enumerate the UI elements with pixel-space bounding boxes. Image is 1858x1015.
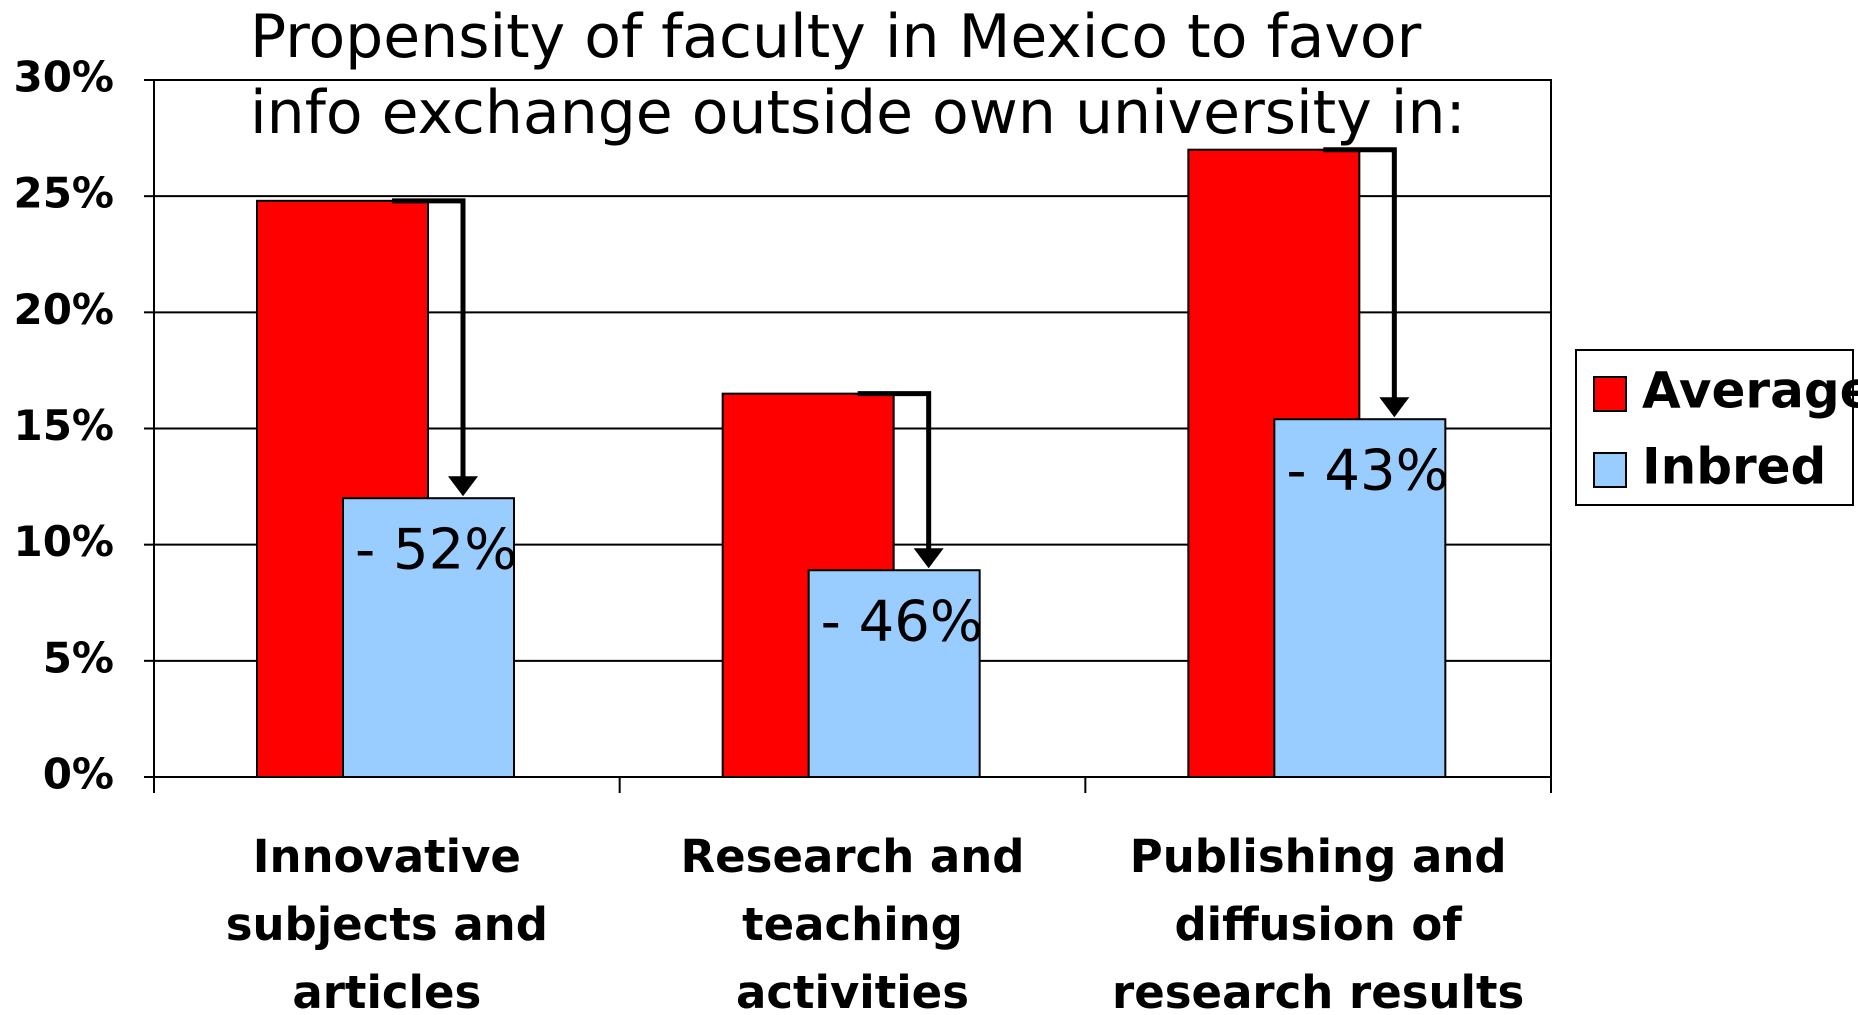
- x-tick-label: Research and teaching activities: [680, 830, 1024, 1015]
- x-tick-label: Publishing and diffusion of research resul…: [1112, 830, 1524, 1015]
- bar: [807, 569, 981, 778]
- legend-label: Average: [1642, 362, 1858, 420]
- arrow-head: [1379, 397, 1410, 418]
- legend-swatch: [1593, 452, 1627, 488]
- arrow-head: [913, 548, 944, 569]
- y-tick-label: 10%: [13, 517, 114, 566]
- y-tick-label: 0%: [43, 750, 114, 799]
- y-tick-label: 30%: [13, 53, 114, 102]
- y-tick-label: 15%: [13, 401, 114, 450]
- arrow: [392, 198, 466, 479]
- annotation: - 46%: [821, 589, 983, 654]
- annotation: - 43%: [1286, 438, 1448, 503]
- legend-swatch: [1593, 376, 1627, 412]
- bar: [342, 497, 515, 778]
- y-tick-label: 5%: [43, 633, 114, 682]
- annotation: - 52%: [355, 517, 517, 582]
- legend-label: Inbred: [1642, 438, 1826, 496]
- x-tick-label: Innovative subjects and articles: [226, 830, 548, 1015]
- y-tick-label: 20%: [13, 285, 114, 334]
- arrow: [1323, 147, 1397, 400]
- y-tick-label: 25%: [13, 169, 114, 218]
- arrow: [857, 391, 932, 551]
- chart-title: Propensity of faculty in Mexico to favor…: [250, 2, 1466, 148]
- bar: [1273, 418, 1447, 778]
- arrow-head: [448, 476, 478, 497]
